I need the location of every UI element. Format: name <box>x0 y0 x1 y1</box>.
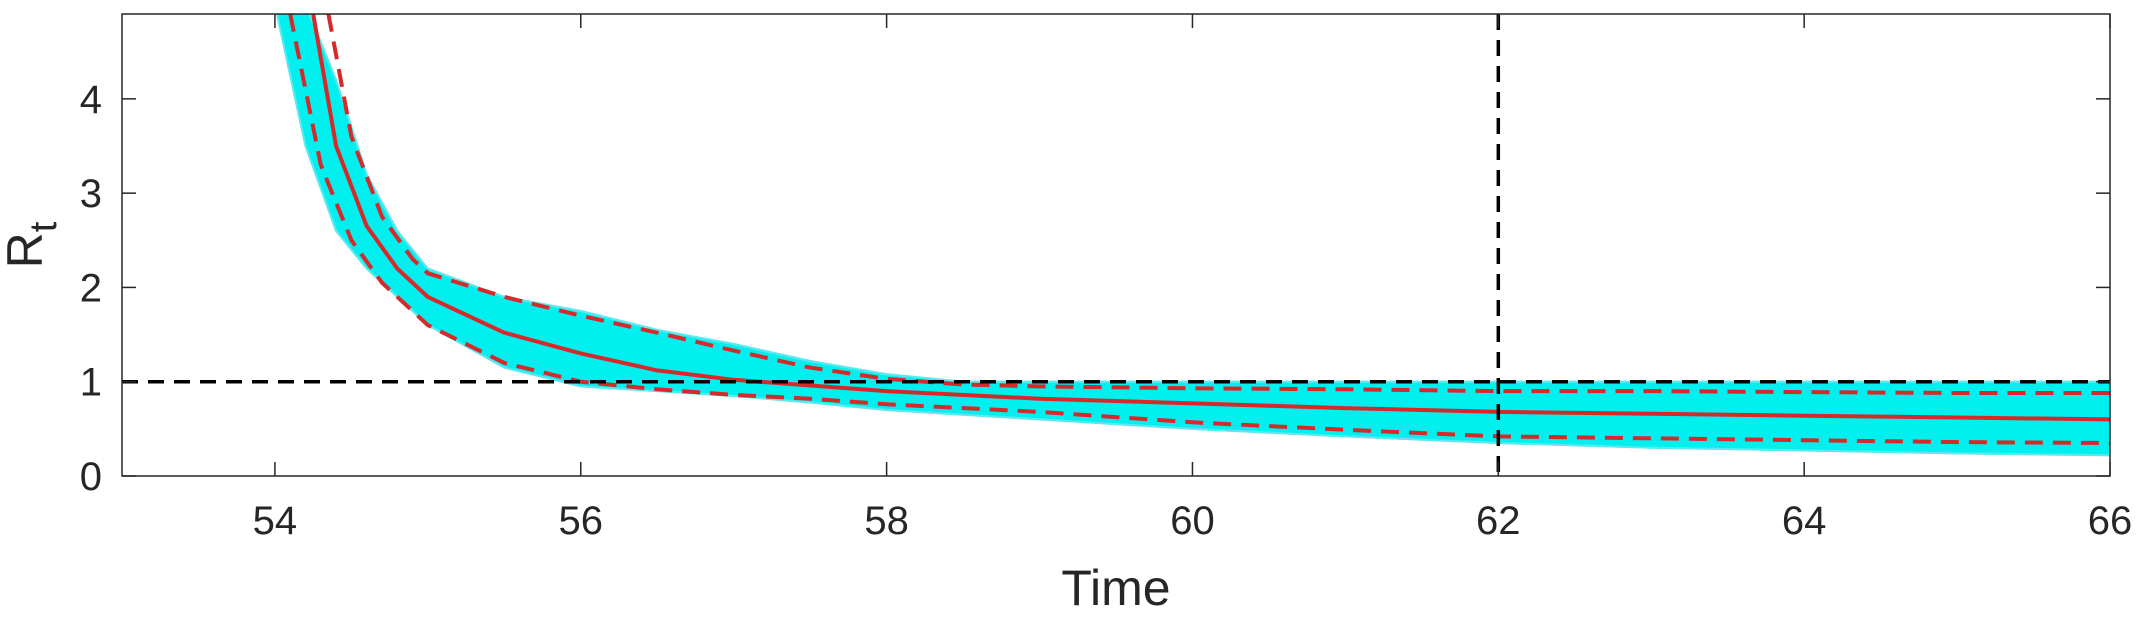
y-axis: 0 1 2 3 4 <box>80 78 2110 499</box>
y-tick-label: 3 <box>80 172 102 216</box>
y-tick-label: 0 <box>80 455 102 499</box>
x-tick-label: 66 <box>2088 499 2133 543</box>
x-tick-label: 56 <box>559 499 604 543</box>
series-line-2 <box>326 14 2110 395</box>
series-line-3 <box>288 14 2110 445</box>
x-tick-label: 58 <box>864 499 909 543</box>
sample-band <box>275 14 2110 457</box>
plot-area <box>121 13 2111 477</box>
x-tick-label: 64 <box>1782 499 1827 543</box>
y-tick-label: 2 <box>80 266 102 310</box>
x-axis-label: Time <box>1061 560 1170 616</box>
x-axis: 54 56 58 60 62 64 66 <box>253 14 2133 543</box>
band-upper-edge <box>308 14 2110 383</box>
x-tick-label: 60 <box>1170 499 1215 543</box>
band-layer <box>275 14 2110 457</box>
y-axis-label: Rt <box>0 221 65 268</box>
y-axis-label-subscript: t <box>23 221 65 232</box>
plot-frame <box>121 13 2111 477</box>
y-tick-label: 1 <box>80 361 102 405</box>
y-tick-label: 4 <box>80 78 102 122</box>
x-tick-label: 62 <box>1476 499 1521 543</box>
reference-lines <box>122 14 2110 476</box>
y-axis-label-main: R <box>0 232 53 268</box>
series-line-1 <box>311 14 2110 422</box>
x-tick-label: 54 <box>253 499 298 543</box>
series-layer <box>288 14 2110 445</box>
